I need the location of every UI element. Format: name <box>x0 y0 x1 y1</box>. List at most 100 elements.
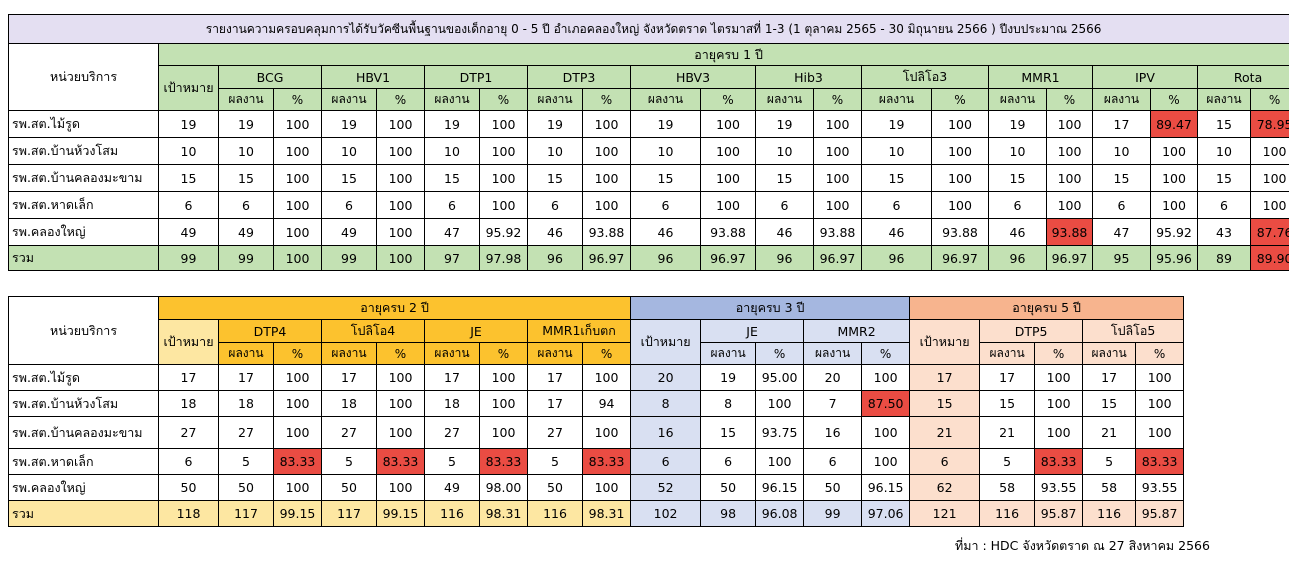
result-value: 7 <box>803 390 863 417</box>
result-value: 116 <box>527 500 583 527</box>
percent-header: % <box>582 88 631 111</box>
percent-value: 100 <box>582 191 631 219</box>
total-row: รวม 99 99 100 99 100 97 97.98 96 96.97 96 96.97 96 96… <box>8 245 1289 271</box>
result-value: 27 <box>218 416 274 449</box>
result-value: 15 <box>630 164 701 192</box>
percent-value: 100 <box>376 110 425 138</box>
result-value: 15 <box>424 164 480 192</box>
result-value: 117 <box>218 500 274 527</box>
result-value: 6 <box>700 448 757 475</box>
result-value: 89 <box>1197 245 1251 271</box>
percent-value: 83.33 <box>479 448 528 475</box>
result-value: 15 <box>218 164 274 192</box>
age-group-header: อายุครบ 3 ปี <box>630 296 911 320</box>
percent-value: 93.55 <box>1034 474 1084 501</box>
age-group-header: อายุครบ 2 ปี <box>157 296 632 320</box>
percent-value: 87.50 <box>861 390 911 417</box>
percent-value: 95.87 <box>1034 500 1084 527</box>
result-value: 50 <box>700 474 757 501</box>
result-value: 18 <box>218 390 274 417</box>
percent-value: 100 <box>700 110 756 138</box>
target-value: 16 <box>630 416 702 449</box>
percent-value: 93.75 <box>755 416 805 449</box>
percent-value: 100 <box>700 137 756 165</box>
result-value: 5 <box>218 448 274 475</box>
vaccine-header: Rota <box>1196 65 1289 89</box>
percent-value: 100 <box>581 364 632 391</box>
target-value: 121 <box>909 500 981 527</box>
result-value: 6 <box>755 191 814 219</box>
target-value: 21 <box>909 416 981 449</box>
result-value: 6 <box>1092 191 1151 219</box>
result-value: 17 <box>1082 364 1137 391</box>
percent-value: 100 <box>273 390 322 417</box>
percent-value: 93.55 <box>1135 474 1185 501</box>
percent-value: 100 <box>273 364 322 391</box>
result-value: 10 <box>755 137 814 165</box>
percent-value: 100 <box>931 164 989 192</box>
percent-value: 100 <box>861 448 911 475</box>
result-value: 46 <box>630 218 701 246</box>
percent-value: 100 <box>582 110 631 138</box>
coverage-table-age1: รายงานความครอบคลุมการได้รับวัคซีนพื้นฐาน… <box>7 14 1289 271</box>
unit-name: รพ.สต.ไม้รูด <box>8 364 159 391</box>
percent-value: 100 <box>700 191 756 219</box>
result-value: 16 <box>803 416 863 449</box>
result-value: 18 <box>424 390 480 417</box>
result-value: 10 <box>218 137 274 165</box>
percent-value: 96.08 <box>755 500 805 527</box>
result-value: 99 <box>218 245 274 271</box>
unit-header: หน่วยบริการ <box>8 43 159 111</box>
result-value: 116 <box>424 500 480 527</box>
result-value: 19 <box>321 110 377 138</box>
percent-value: 94 <box>581 390 632 417</box>
percent-value: 100 <box>1034 364 1084 391</box>
result-value: 6 <box>861 191 932 219</box>
percent-value: 100 <box>479 191 528 219</box>
percent-value: 100 <box>755 390 805 417</box>
target-header: เป้าหมาย <box>909 319 981 365</box>
vaccine-header: DTP3 <box>527 65 631 89</box>
result-value: 20 <box>803 364 863 391</box>
percent-value: 100 <box>1046 137 1093 165</box>
percent-value: 87.76 <box>1249 218 1289 246</box>
percent-header: % <box>273 342 322 365</box>
percent-value: 83.33 <box>1034 448 1084 475</box>
percent-value: 100 <box>376 218 425 246</box>
percent-header: % <box>1046 88 1093 111</box>
result-value: 6 <box>630 191 701 219</box>
result-value: 17 <box>218 364 274 391</box>
result-value: 5 <box>1082 448 1137 475</box>
age-group-header: อายุครบ 5 ปี <box>909 296 1185 320</box>
percent-value: 100 <box>1135 364 1185 391</box>
result-value: 17 <box>424 364 480 391</box>
percent-value: 93.88 <box>813 218 862 246</box>
percent-value: 100 <box>1034 390 1084 417</box>
percent-value: 100 <box>581 474 632 501</box>
percent-value: 100 <box>582 137 631 165</box>
unit-name: รวม <box>8 500 159 527</box>
percent-value: 100 <box>376 191 425 219</box>
result-value: 116 <box>1082 500 1137 527</box>
percent-value: 83.33 <box>1135 448 1185 475</box>
result-header: ผลงาน <box>527 88 583 111</box>
result-value: 47 <box>424 218 480 246</box>
target-value: 18 <box>158 390 219 417</box>
target-value: 20 <box>630 364 702 391</box>
target-value: 50 <box>158 474 219 501</box>
percent-value: 100 <box>813 191 862 219</box>
result-value: 10 <box>424 137 480 165</box>
target-value: 17 <box>909 364 981 391</box>
result-value: 47 <box>1092 218 1151 246</box>
percent-value: 98.31 <box>479 500 528 527</box>
percent-value: 100 <box>376 416 425 449</box>
vaccine-header: IPV <box>1092 65 1198 89</box>
target-value: 10 <box>158 137 219 165</box>
percent-value: 100 <box>813 137 862 165</box>
result-header: ผลงาน <box>861 88 932 111</box>
percent-header: % <box>700 88 756 111</box>
age-group-header: อายุครบ 1 ปี <box>157 43 1289 66</box>
result-value: 27 <box>424 416 480 449</box>
result-value: 27 <box>321 416 377 449</box>
result-value: 49 <box>424 474 480 501</box>
